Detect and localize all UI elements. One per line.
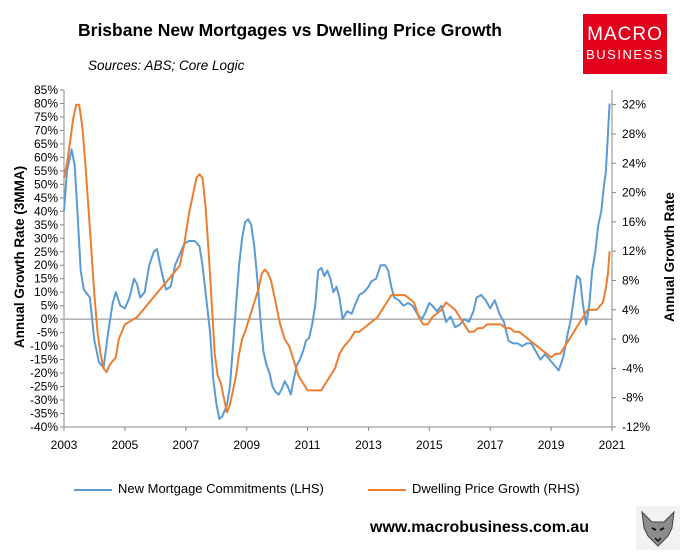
y-tick-label-left: -40% <box>30 420 58 434</box>
x-tick-label: 2013 <box>355 438 382 452</box>
chart-subtitle: Sources: ABS; Core Logic <box>88 58 245 73</box>
series-layer <box>63 103 611 420</box>
y-tick-label-right: 16% <box>622 215 646 229</box>
y-tick-label-left: -35% <box>30 407 58 421</box>
y-tick-label-right: 28% <box>622 127 646 141</box>
x-tick-label: 2021 <box>599 438 626 452</box>
series-line-new-mortgage-commitments <box>63 103 611 420</box>
x-tick-label: 2017 <box>477 438 504 452</box>
y-axis-title-right: Annual Growth Rate <box>662 192 677 322</box>
y-tick-label-left: 30% <box>34 231 58 245</box>
y-tick-label-right: 12% <box>622 244 646 258</box>
macrobusiness-logo: MACRO BUSINESS <box>583 14 667 74</box>
y-tick-label-left: 70% <box>34 123 58 137</box>
legend-label-series2: Dwelling Price Growth (RHS) <box>412 481 580 496</box>
y-tick-label-left: 80% <box>34 96 58 110</box>
y-tick-label-left: -5% <box>37 326 59 340</box>
y-tick-label-left: 55% <box>34 164 58 178</box>
x-tick-label: 2019 <box>538 438 565 452</box>
y-tick-label-right: 20% <box>622 186 646 200</box>
y-tick-label-left: 75% <box>34 110 58 124</box>
x-tick-label: 2005 <box>112 438 139 452</box>
y-tick-label-left: 40% <box>34 204 58 218</box>
y-tick-label-left: -30% <box>30 393 58 407</box>
legend-item-series1: New Mortgage Commitments (LHS) <box>74 481 324 496</box>
y-tick-label-left: 15% <box>34 272 58 286</box>
y-tick-label-left: 50% <box>34 177 58 191</box>
y-tick-label-left: -10% <box>30 339 58 353</box>
y-tick-label-left: 85% <box>34 83 58 97</box>
x-tick-label: 2011 <box>295 438 321 452</box>
y-tick-label-left: 0% <box>41 312 59 326</box>
y-tick-label-left: 65% <box>34 137 58 151</box>
series-line-dwelling-price-growth <box>63 103 611 414</box>
y-tick-label-right: 8% <box>622 273 640 287</box>
x-tick-label: 2015 <box>416 438 443 452</box>
legend-item-series2: Dwelling Price Growth (RHS) <box>368 481 580 496</box>
y-tick-label-left: 45% <box>34 191 58 205</box>
y-tick-label-left: -20% <box>30 366 58 380</box>
y-tick-label-left: 5% <box>41 299 59 313</box>
y-tick-label-left: 35% <box>34 218 58 232</box>
line-chart: -40%-35%-30%-25%-20%-15%-10%-5%0%5%10%15… <box>12 83 677 452</box>
legend-label-series1: New Mortgage Commitments (LHS) <box>118 481 324 496</box>
website-url: www.macrobusiness.com.au <box>370 519 590 536</box>
logo-line2: BUSINESS <box>586 47 664 62</box>
wolf-icon <box>636 506 680 550</box>
y-tick-label-right: -4% <box>622 361 644 375</box>
y-tick-label-left: 25% <box>34 245 58 259</box>
x-tick-label: 2003 <box>51 438 78 452</box>
chart-title: Brisbane New Mortgages vs Dwelling Price… <box>78 20 502 40</box>
y-tick-label-right: 0% <box>622 332 640 346</box>
x-tick-label: 2009 <box>233 438 260 452</box>
y-tick-label-right: 24% <box>622 156 646 170</box>
y-tick-label-left: -25% <box>30 380 58 394</box>
logo-line1: MACRO <box>587 24 663 45</box>
y-tick-label-right: -8% <box>622 391 644 405</box>
y-tick-label-left: 60% <box>34 150 58 164</box>
y-tick-label-right: 4% <box>622 303 640 317</box>
y-axis-title-left: Annual Growth Rate (3MMA) <box>12 166 27 348</box>
legend-swatch-orange <box>368 488 406 491</box>
axes: -40%-35%-30%-25%-20%-15%-10%-5%0%5%10%15… <box>30 83 650 452</box>
y-tick-label-left: -15% <box>30 353 58 367</box>
legend: New Mortgage Commitments (LHS) Dwelling … <box>0 481 691 501</box>
legend-swatch-blue <box>74 488 112 491</box>
y-tick-label-right: 32% <box>622 98 646 112</box>
y-tick-label-right: -12% <box>622 420 650 434</box>
x-tick-label: 2007 <box>172 438 199 452</box>
y-tick-label-left: 20% <box>34 258 58 272</box>
y-tick-label-left: 10% <box>34 285 58 299</box>
